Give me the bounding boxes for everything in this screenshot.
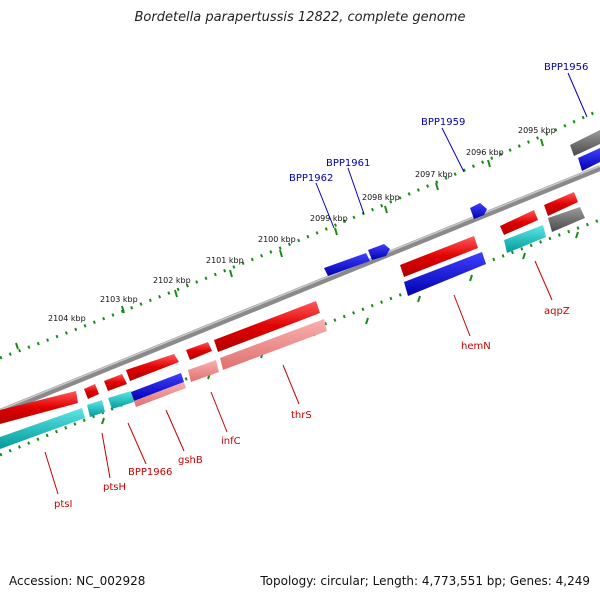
kbp-label: 2098 kbp: [362, 193, 400, 202]
gene-bpp1959: [470, 203, 487, 219]
kbp-label: 2095 kbp: [518, 126, 556, 135]
track-aqpZ-teal: [504, 225, 546, 253]
gene-label: thrS: [291, 410, 312, 421]
gene-bpp1966: [104, 374, 127, 391]
kbp-label: 2104 kbp: [48, 314, 86, 323]
gene-label: aqpZ: [544, 306, 570, 317]
gene-bpp1961: [368, 244, 390, 260]
track-hemN-blue: [404, 252, 486, 296]
gene-infC: [186, 342, 212, 360]
gene-bpp1956-blue: [578, 148, 600, 171]
track-bpp1966-teal: [108, 391, 134, 409]
gene-ptsI: [0, 391, 78, 424]
track-thrS-pink: [220, 319, 327, 370]
genome-backbone-highlight: [0, 165, 600, 411]
gene-thrS: [214, 301, 320, 352]
gene-aqpZ-2: [544, 192, 578, 216]
top-leader-lines: [315, 72, 588, 229]
gene-label: BPP1959: [421, 117, 465, 128]
gene-aqpZ: [500, 210, 538, 235]
kbp-label: 2100 kbp: [258, 235, 296, 244]
gene-label: infC: [221, 436, 241, 447]
gene-label: BPP1961: [326, 158, 370, 169]
gene-bpp1962: [324, 253, 370, 276]
bottom-leader-lines: [44, 260, 553, 495]
bottom-gene-labels: ptsI ptsH BPP1966 gshB infC thrS hemN aq…: [54, 306, 570, 510]
kbp-labels: 2104 kbp 2103 kbp 2102 kbp 2101 kbp 2100…: [48, 126, 556, 323]
kbp-label: 2097 kbp: [415, 170, 453, 179]
kbp-label: 2101 kbp: [206, 256, 244, 265]
outer-major-ticks: [15, 138, 544, 350]
reverse-red-features: [0, 192, 585, 424]
kbp-label: 2096 kbp: [466, 148, 504, 157]
kbp-label: 2099 kbp: [310, 214, 348, 223]
track-gshB-pink: [134, 382, 186, 407]
lower-tracks: [0, 225, 546, 449]
gene-label: BPP1956: [544, 62, 588, 73]
track-gshB-blue: [131, 373, 184, 401]
gene-gray-2: [548, 207, 585, 232]
genome-backbone: [0, 165, 600, 415]
kbp-label: 2102 kbp: [153, 276, 191, 285]
kbp-label: 2103 kbp: [100, 295, 138, 304]
gene-label: ptsI: [54, 499, 72, 510]
genome-summary: Topology: circular; Length: 4,773,551 bp…: [260, 574, 590, 588]
track-ptsI-teal: [0, 408, 85, 449]
inner-major-ticks: [101, 231, 579, 425]
gene-hemN: [400, 236, 478, 277]
gene-label: hemN: [461, 341, 491, 352]
outer-tick-ring: [0, 108, 600, 360]
track-ptsH-teal: [87, 400, 105, 417]
inner-tick-ring: [0, 218, 600, 457]
gene-gshB: [126, 354, 179, 381]
gene-bpp1956-gray: [570, 130, 600, 156]
forward-features: [324, 130, 600, 276]
gene-label: gshB: [178, 455, 203, 466]
map-title: Bordetella parapertussis 12822, complete…: [134, 10, 466, 25]
gene-ptsH: [84, 384, 99, 399]
accession-label: Accession: NC_002928: [9, 574, 146, 588]
gene-label: ptsH: [103, 482, 126, 493]
gene-label: BPP1962: [289, 173, 333, 184]
gene-label: BPP1966: [128, 467, 172, 478]
track-infC-pink: [188, 360, 219, 382]
top-gene-labels: BPP1962 BPP1961 BPP1959 BPP1956: [289, 62, 588, 184]
